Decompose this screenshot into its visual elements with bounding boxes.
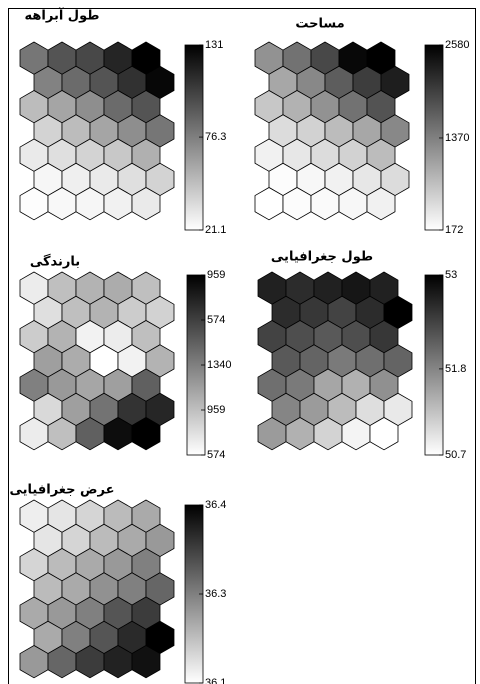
hex-cell — [366, 187, 396, 221]
hex-cell — [131, 417, 161, 451]
colorbar-tick-label: 36.1 — [205, 677, 226, 684]
hex-cell — [369, 417, 399, 451]
colorbar — [424, 44, 444, 231]
colorbar-tick-label: 21.1 — [205, 224, 226, 236]
colorbar — [424, 274, 444, 456]
colorbar-tick-label: 1340 — [207, 359, 231, 371]
panel-title: طول آبراهه — [25, 7, 100, 24]
panel-title: عرض جغرافیایی — [10, 483, 115, 498]
colorbar-tick-label: 50.7 — [445, 449, 466, 461]
frame — [8, 8, 476, 684]
colorbar-tick-label: 51.8 — [445, 363, 466, 375]
colorbar-tick-label: 959 — [207, 269, 225, 281]
colorbar-tick-label: 36.3 — [205, 588, 226, 600]
colorbar-tick-label: 1370 — [445, 132, 469, 144]
colorbar-tick-label: 959 — [207, 404, 225, 416]
panel-title: طول جغرافیایی — [271, 250, 373, 265]
panel-title: بارندگی — [30, 254, 80, 270]
colorbar-tick-label: 76.3 — [205, 131, 226, 143]
colorbar-tick-label: 53 — [445, 269, 457, 281]
colorbar-tick-label: 574 — [207, 449, 225, 461]
hex-cell — [131, 187, 161, 221]
colorbar-tick-label: 131 — [205, 39, 223, 51]
panel-title: مساحت — [295, 17, 344, 32]
hex-cell — [131, 645, 161, 679]
colorbar-tick-label: 36.4 — [205, 499, 226, 511]
colorbar-tick-label: 172 — [445, 224, 463, 236]
colorbar-tick-label: 574 — [207, 314, 225, 326]
colorbar-tick-label: 2580 — [445, 39, 469, 51]
colorbar — [184, 44, 204, 231]
